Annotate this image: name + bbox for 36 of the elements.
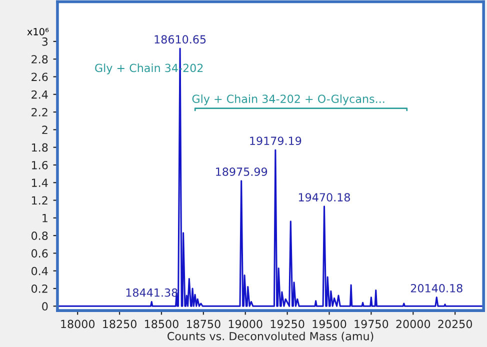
text: x10⁶ — [27, 28, 49, 36]
y-tick-label: 0 — [42, 302, 48, 311]
y-tick-label: 2.8 — [32, 55, 48, 64]
x-axis-title: Counts vs. Deconvoluted Mass (amu) — [168, 332, 374, 342]
y-tick-label: 0.4 — [32, 266, 48, 276]
y-tick-label: 2.6 — [32, 72, 48, 82]
annotation: 18441.38 — [126, 288, 178, 297]
line-series — [57, 48, 484, 307]
annotation: 20140.18 — [410, 284, 462, 292]
x-tick-label: 19750 — [354, 320, 388, 328]
y-tick-label: 2.2 — [32, 108, 48, 116]
x-tick-label: 20000 — [396, 320, 430, 328]
y-tick-label: 3 — [42, 37, 48, 46]
y-tick-label: 1.4 — [32, 178, 48, 187]
annotation: 19179.19 — [250, 136, 302, 146]
y-tick-label: 0.2 — [32, 284, 48, 293]
x-tick-label: 18000 — [61, 320, 95, 328]
annotation: 19470.18 — [298, 193, 350, 202]
y-tick-label: 0.6 — [32, 249, 48, 258]
y-tick-label: 1.2 — [32, 196, 48, 204]
x-tick-label: 19250 — [270, 320, 304, 328]
x-tick-label: 18250 — [103, 320, 136, 328]
y-tick-label: 1.8 — [32, 143, 48, 152]
x-tick-label: 20250 — [438, 320, 472, 328]
annotation: 18975.99 — [216, 168, 268, 176]
annotation: 18610.65 — [154, 35, 206, 44]
annotation: Gly + Chain 34-202 + O-Glycans... — [192, 94, 384, 106]
y-tick-label: 1.6 — [32, 160, 48, 170]
y-tick-label: 2 — [42, 126, 48, 134]
x-tick-label: 19500 — [312, 320, 346, 328]
x-tick-label: 18750 — [186, 320, 220, 328]
x-tick-label: 18500 — [145, 320, 178, 328]
y-tick-label: 1 — [42, 214, 48, 222]
y-tick-label: 0.8 — [32, 232, 48, 240]
y-tick-label: 2.4 — [32, 90, 48, 99]
x-tick-label: 19000 — [228, 320, 262, 328]
